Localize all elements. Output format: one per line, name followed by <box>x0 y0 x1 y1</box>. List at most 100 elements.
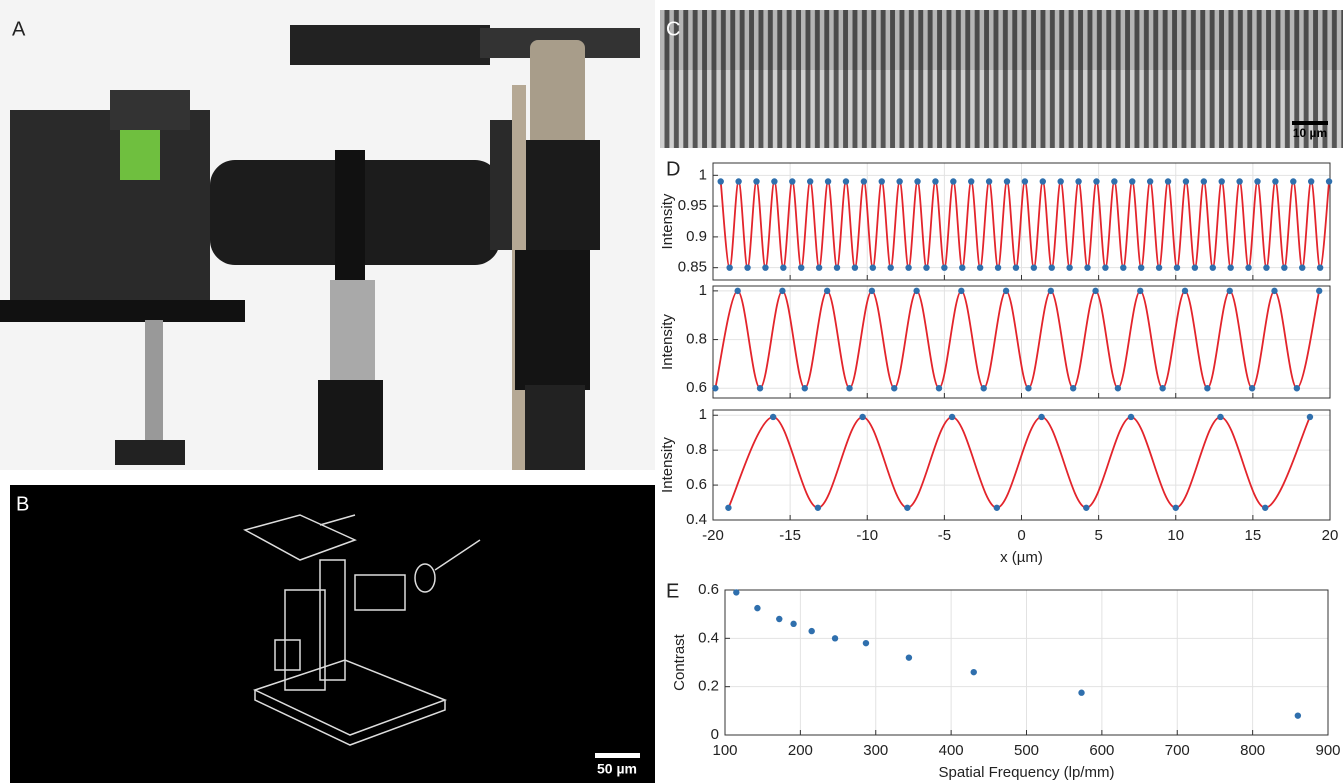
data-point <box>1102 264 1108 270</box>
data-point <box>757 385 763 391</box>
data-point <box>770 414 776 420</box>
data-point <box>1204 385 1210 391</box>
data-point <box>1262 505 1268 511</box>
data-point <box>776 616 782 622</box>
data-point <box>789 178 795 184</box>
data-point <box>734 288 740 294</box>
data-point <box>1147 178 1153 184</box>
data-point <box>1083 505 1089 511</box>
data-point <box>798 264 804 270</box>
data-point <box>1048 288 1054 294</box>
panel-label: A <box>12 18 26 40</box>
data-point <box>896 178 902 184</box>
y-tick-label: 1 <box>699 406 707 423</box>
data-point <box>949 414 955 420</box>
data-point <box>815 505 821 511</box>
x-axis-label: x (µm) <box>1000 549 1043 566</box>
data-point <box>861 178 867 184</box>
data-point <box>1159 385 1165 391</box>
data-point <box>846 385 852 391</box>
panel-label: E <box>666 580 679 602</box>
panel-label: C <box>666 18 680 40</box>
data-point <box>1316 288 1322 294</box>
data-point <box>1326 178 1332 184</box>
panel-label: D <box>666 158 680 180</box>
data-point <box>1057 178 1063 184</box>
data-point <box>712 385 718 391</box>
data-point <box>1031 264 1037 270</box>
data-point <box>790 621 796 627</box>
x-tick-label: 900 <box>1315 742 1340 759</box>
data-point <box>923 264 929 270</box>
y-tick-label: 0.4 <box>686 511 707 528</box>
y-tick-label: 0.9 <box>686 228 707 245</box>
data-point <box>1236 178 1242 184</box>
y-tick-label: 0.6 <box>698 581 719 598</box>
data-point <box>1174 264 1180 270</box>
data-point <box>1004 178 1010 184</box>
data-point <box>904 505 910 511</box>
data-point <box>986 178 992 184</box>
data-point <box>1263 264 1269 270</box>
x-tick-label: 300 <box>863 742 888 759</box>
y-tick-label: 0.95 <box>678 197 707 214</box>
data-point <box>1165 178 1171 184</box>
data-point <box>1038 414 1044 420</box>
x-tick-label: -10 <box>856 527 878 544</box>
data-point <box>1294 385 1300 391</box>
data-point <box>971 669 977 675</box>
x-tick-label: -15 <box>779 527 801 544</box>
x-tick-label: -5 <box>938 527 951 544</box>
data-point <box>843 178 849 184</box>
data-point <box>1156 264 1162 270</box>
data-point <box>1183 178 1189 184</box>
data-point <box>906 654 912 660</box>
x-tick-label: 10 <box>1167 527 1184 544</box>
data-point <box>1173 505 1179 511</box>
data-point <box>1115 385 1121 391</box>
data-point <box>718 178 724 184</box>
photo-a <box>0 0 655 470</box>
figure: 50 µm 10 µm A B C D E 0.850.90.951Intens… <box>0 0 1343 783</box>
data-point <box>958 288 964 294</box>
data-point <box>1084 264 1090 270</box>
data-point <box>1317 264 1323 270</box>
x-tick-label: 600 <box>1089 742 1114 759</box>
data-point <box>891 385 897 391</box>
x-tick-label: 400 <box>939 742 964 759</box>
data-point <box>1307 414 1313 420</box>
y-axis-label: Intensity <box>659 314 676 370</box>
data-point <box>1049 264 1055 270</box>
scale-bar-label: 50 µm <box>597 761 637 777</box>
data-point <box>1040 178 1046 184</box>
data-point <box>824 288 830 294</box>
data-point <box>1254 178 1260 184</box>
scale-bar-label: 10 µm <box>1293 126 1327 140</box>
y-tick-label: 1 <box>699 166 707 183</box>
x-tick-label: 200 <box>788 742 813 759</box>
data-point <box>1128 414 1134 420</box>
data-point <box>869 288 875 294</box>
data-point <box>1219 178 1225 184</box>
data-point <box>1111 178 1117 184</box>
data-point <box>735 178 741 184</box>
data-point <box>1227 264 1233 270</box>
x-tick-label: 15 <box>1245 527 1262 544</box>
data-point <box>863 640 869 646</box>
data-point <box>1129 178 1135 184</box>
y-tick-label: 0.8 <box>686 441 707 458</box>
data-point <box>1308 178 1314 184</box>
data-point <box>834 264 840 270</box>
data-point <box>1201 178 1207 184</box>
data-point <box>959 264 965 270</box>
y-tick-label: 0 <box>711 726 719 743</box>
x-tick-label: -20 <box>702 527 724 544</box>
data-point <box>807 178 813 184</box>
data-point <box>1281 264 1287 270</box>
data-point <box>832 635 838 641</box>
data-point <box>1227 288 1233 294</box>
data-point <box>995 264 1001 270</box>
data-point <box>1013 264 1019 270</box>
data-point <box>977 264 983 270</box>
y-tick-label: 0.6 <box>686 476 707 493</box>
